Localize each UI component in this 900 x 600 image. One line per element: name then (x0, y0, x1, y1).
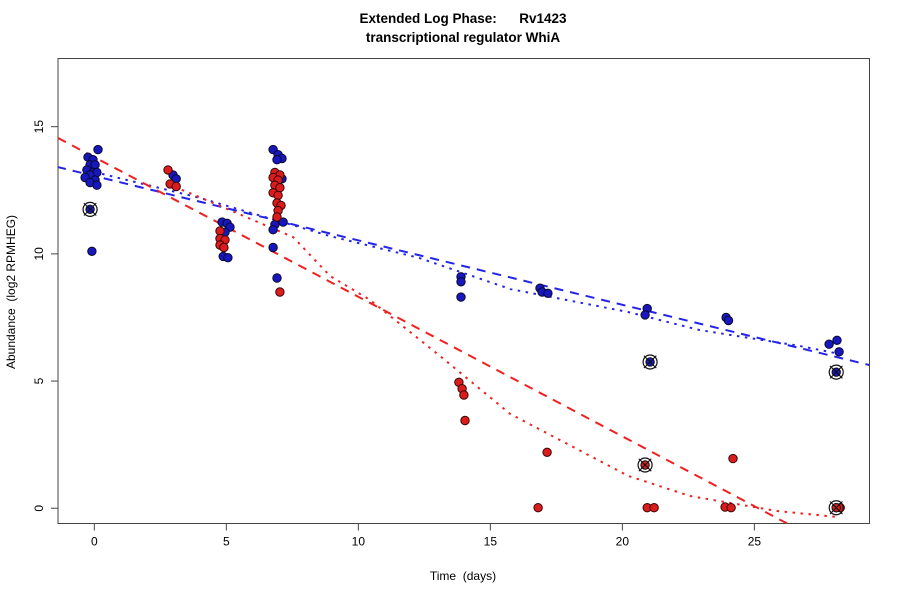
series_red-data-point (275, 287, 285, 297)
series_red-data-point (542, 447, 552, 457)
series_blue-data-point (834, 347, 844, 357)
series_red-data-point (272, 212, 282, 222)
cross-marker (829, 365, 843, 379)
x-tick-label: 5 (223, 535, 230, 549)
series_red-data-point (459, 390, 469, 400)
series_red-data-point (273, 190, 283, 201)
circle-marker (642, 354, 658, 370)
cross-marker (643, 355, 657, 369)
series_red-data-point (219, 242, 229, 253)
series_blue-data-point (456, 277, 466, 287)
series_blue-data-point (87, 246, 97, 257)
series_red-data-point (460, 415, 470, 426)
red-dashed-fit-line (58, 137, 790, 524)
series_blue-data-point (272, 155, 282, 165)
series_blue-data-point (92, 180, 102, 190)
series_red-data-point (726, 503, 736, 513)
series_blue-data-point (543, 288, 553, 298)
chart-title-line2: transcriptional regulator WhiA (366, 30, 561, 45)
series_red-data-point (163, 165, 173, 175)
x-tick-label: 25 (748, 535, 762, 549)
chart-title-line1: Extended Log Phase: Rv1423 (359, 11, 567, 26)
circle-marker (82, 201, 98, 217)
x-axis-label: Time (days) (430, 569, 496, 583)
series_blue-data-point (90, 160, 100, 170)
y-tick-label: 15 (32, 120, 46, 134)
series_blue-data-point (278, 217, 288, 227)
series_blue-data-point (640, 310, 650, 320)
series_red-data-point (171, 181, 181, 192)
red-dotted-fit-line (166, 182, 837, 518)
circle-marker (828, 500, 844, 516)
x-tick-label: 20 (616, 535, 630, 549)
cross-marker (829, 501, 843, 515)
cross-marker (638, 458, 652, 472)
series_blue-data-point (723, 315, 734, 326)
blue-dashed-fit-line (58, 166, 870, 366)
y-tick-label: 5 (32, 377, 46, 384)
series_red-data-point (533, 503, 543, 513)
series_blue-data-point (272, 273, 282, 283)
plot-content: 0 5 10 15 20 25 0 5 10 15 (32, 120, 870, 549)
y-tick-label: 0 (32, 505, 46, 512)
series_blue-data-point (456, 292, 466, 302)
series_blue-data-point (223, 253, 233, 263)
y-tick-label: 10 (32, 247, 46, 261)
series_red-data-point (728, 453, 738, 464)
plot-box (57, 58, 870, 524)
circle-marker (637, 457, 653, 473)
circle-marker (828, 364, 844, 380)
blue-dotted-fit-line (94, 171, 840, 355)
series_blue-data-point (268, 242, 278, 253)
series_blue-data-point (93, 144, 103, 155)
cross-marker (83, 202, 97, 216)
x-tick-label: 10 (352, 535, 366, 549)
y-axis-label: Abundance (log2 RPMHEG) (4, 215, 18, 369)
x-tick-label: 15 (484, 535, 498, 549)
series_blue-data-point (832, 335, 842, 345)
series_red-data-point (649, 503, 659, 513)
series_blue-data-point (268, 225, 278, 235)
x-tick-label: 0 (91, 535, 98, 549)
series_blue-data-point (824, 339, 834, 349)
